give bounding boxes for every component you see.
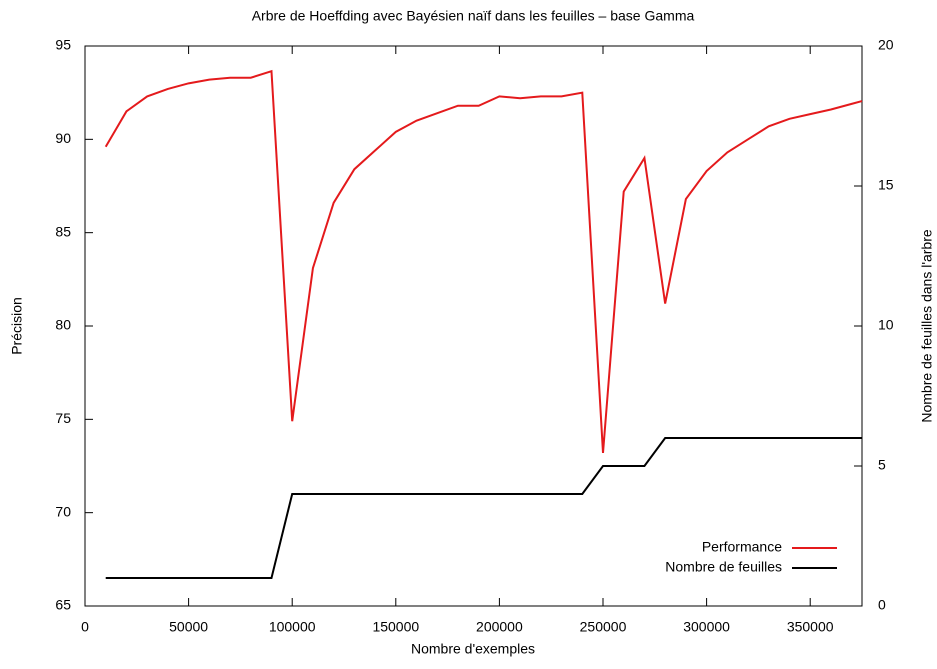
y-tick-label: 75 — [55, 410, 71, 426]
x-tick-label: 300000 — [683, 619, 730, 635]
y2-tick-label: 20 — [878, 37, 894, 53]
plot-border — [84, 45, 863, 607]
x-tick-label: 100000 — [269, 619, 316, 635]
chart-title: Arbre de Hoeffding avec Bayésien naïf da… — [252, 8, 695, 24]
legend-label: Nombre de feuilles — [665, 559, 782, 575]
series-line — [105, 437, 862, 579]
y-tick-label: 70 — [55, 503, 71, 519]
y2-tick-label: 15 — [878, 177, 894, 193]
x-tick-label: 200000 — [476, 619, 523, 635]
x-tick-label: 50000 — [169, 619, 208, 635]
x-tick-label: 0 — [81, 619, 89, 635]
y-tick-label: 80 — [55, 317, 71, 333]
y-tick-label: 90 — [55, 130, 71, 146]
y-tick-label: 95 — [55, 37, 71, 53]
y-axis-label: Précision — [9, 297, 25, 355]
y-tick-label: 65 — [55, 597, 71, 613]
y2-tick-label: 0 — [878, 597, 886, 613]
series-line — [104, 69, 863, 454]
x-tick-label: 250000 — [580, 619, 627, 635]
legend-label: Performance — [702, 539, 782, 555]
y-tick-label: 85 — [55, 223, 71, 239]
x-tick-label: 350000 — [787, 619, 834, 635]
y2-tick-label: 10 — [878, 317, 894, 333]
y2-axis-label: Nombre de feuilles dans l'arbre — [919, 229, 935, 423]
x-axis-label: Nombre d'exemples — [411, 641, 535, 657]
x-tick-label: 150000 — [372, 619, 419, 635]
y2-tick-label: 5 — [878, 457, 886, 473]
